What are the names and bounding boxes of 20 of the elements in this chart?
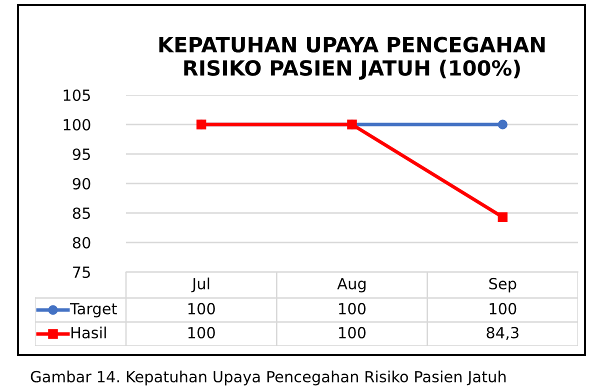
y-tick-label: 105 (64, 89, 90, 102)
data-label: 100 (490, 302, 516, 314)
data-label: 100 (339, 302, 366, 314)
y-tick-label: 100 (64, 118, 90, 131)
data-label: 100 (339, 326, 366, 338)
text: Gambar 14. Kepatuhan Upaya Pencegahan Risiko Pasien Jatuh (30, 370, 506, 386)
data-label: 100 (188, 302, 215, 314)
legend-label: Target (70, 303, 117, 318)
x-tick-label: Sep (489, 278, 516, 292)
data-label: 100 (188, 326, 215, 338)
y-tick-label: 75 (73, 266, 90, 278)
data-label: 84,3 (486, 326, 518, 340)
y-tick-label: 95 (72, 148, 90, 160)
y-tick-label: 85 (72, 207, 90, 220)
x-tick-label: Aug (337, 278, 366, 292)
legend-label: Hasil (72, 326, 106, 338)
x-tick-label: Jul (191, 278, 210, 292)
y-tick-label: 90 (72, 178, 90, 190)
chart-title: KEPATUHAN UPAYA PENCEGAHAN RISIKO PASIEN JATUH (100%) (159, 36, 545, 80)
y-tick-label: 80 (72, 236, 90, 249)
